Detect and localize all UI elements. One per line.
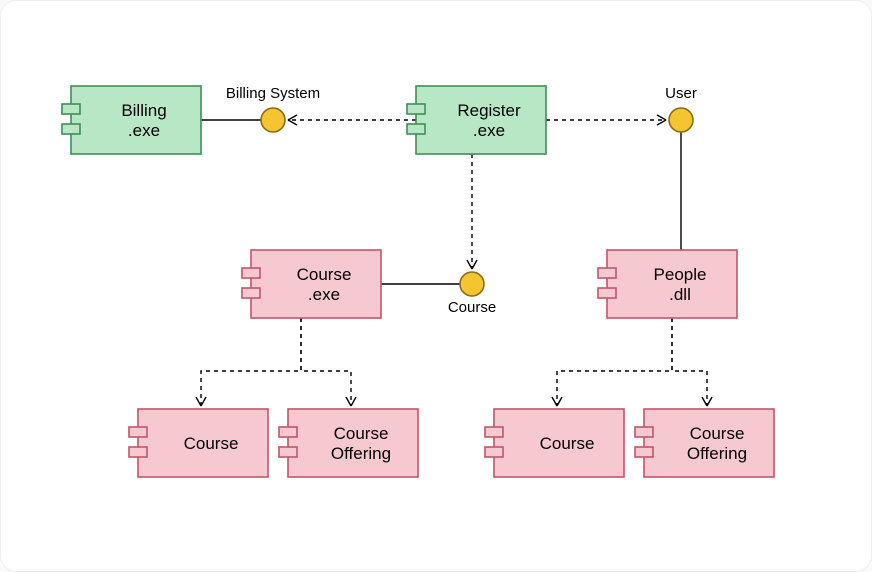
component-billing: Billing.exe: [62, 86, 201, 154]
component-register: Register.exe: [407, 86, 546, 154]
edge-dashed-poly: [672, 318, 707, 406]
component-label-offer_r-2: Offering: [687, 444, 747, 463]
interface-label-courseif: Course: [448, 299, 496, 316]
component-course_r: Course: [485, 409, 624, 477]
component-label-offer_r-1: Course: [690, 424, 745, 443]
component-label-register-2: .exe: [473, 121, 505, 140]
interface-label-user: User: [665, 85, 697, 102]
component-label-course_l: Course: [184, 434, 239, 453]
component-label-courseexe-2: .exe: [308, 285, 340, 304]
component-label-offer_l-1: Course: [334, 424, 389, 443]
component-offer_r: CourseOffering: [635, 409, 774, 477]
edge-dashed-poly: [557, 318, 672, 406]
interface-courseif: [460, 272, 484, 296]
edge-dashed-poly: [301, 318, 351, 406]
component-label-offer_l-2: Offering: [331, 444, 391, 463]
component-label-peopledll-1: People: [654, 265, 707, 284]
component-label-register-1: Register: [457, 101, 521, 120]
components-layer: Billing.exeRegister.exeCourse.exePeople.…: [62, 86, 774, 477]
component-label-billing-1: Billing: [121, 101, 166, 120]
component-label-peopledll-2: .dll: [669, 285, 691, 304]
interface-user: [669, 108, 693, 132]
component-label-course_r: Course: [540, 434, 595, 453]
component-offer_l: CourseOffering: [279, 409, 418, 477]
interface-label-billingsys: Billing System: [226, 85, 320, 102]
component-peopledll: People.dll: [598, 250, 737, 318]
interface-billingsys: [261, 108, 285, 132]
component-label-billing-2: .exe: [128, 121, 160, 140]
component-courseexe: Course.exe: [242, 250, 381, 318]
component-course_l: Course: [129, 409, 268, 477]
edge-dashed-poly: [201, 318, 301, 406]
component-label-courseexe-1: Course: [297, 265, 352, 284]
